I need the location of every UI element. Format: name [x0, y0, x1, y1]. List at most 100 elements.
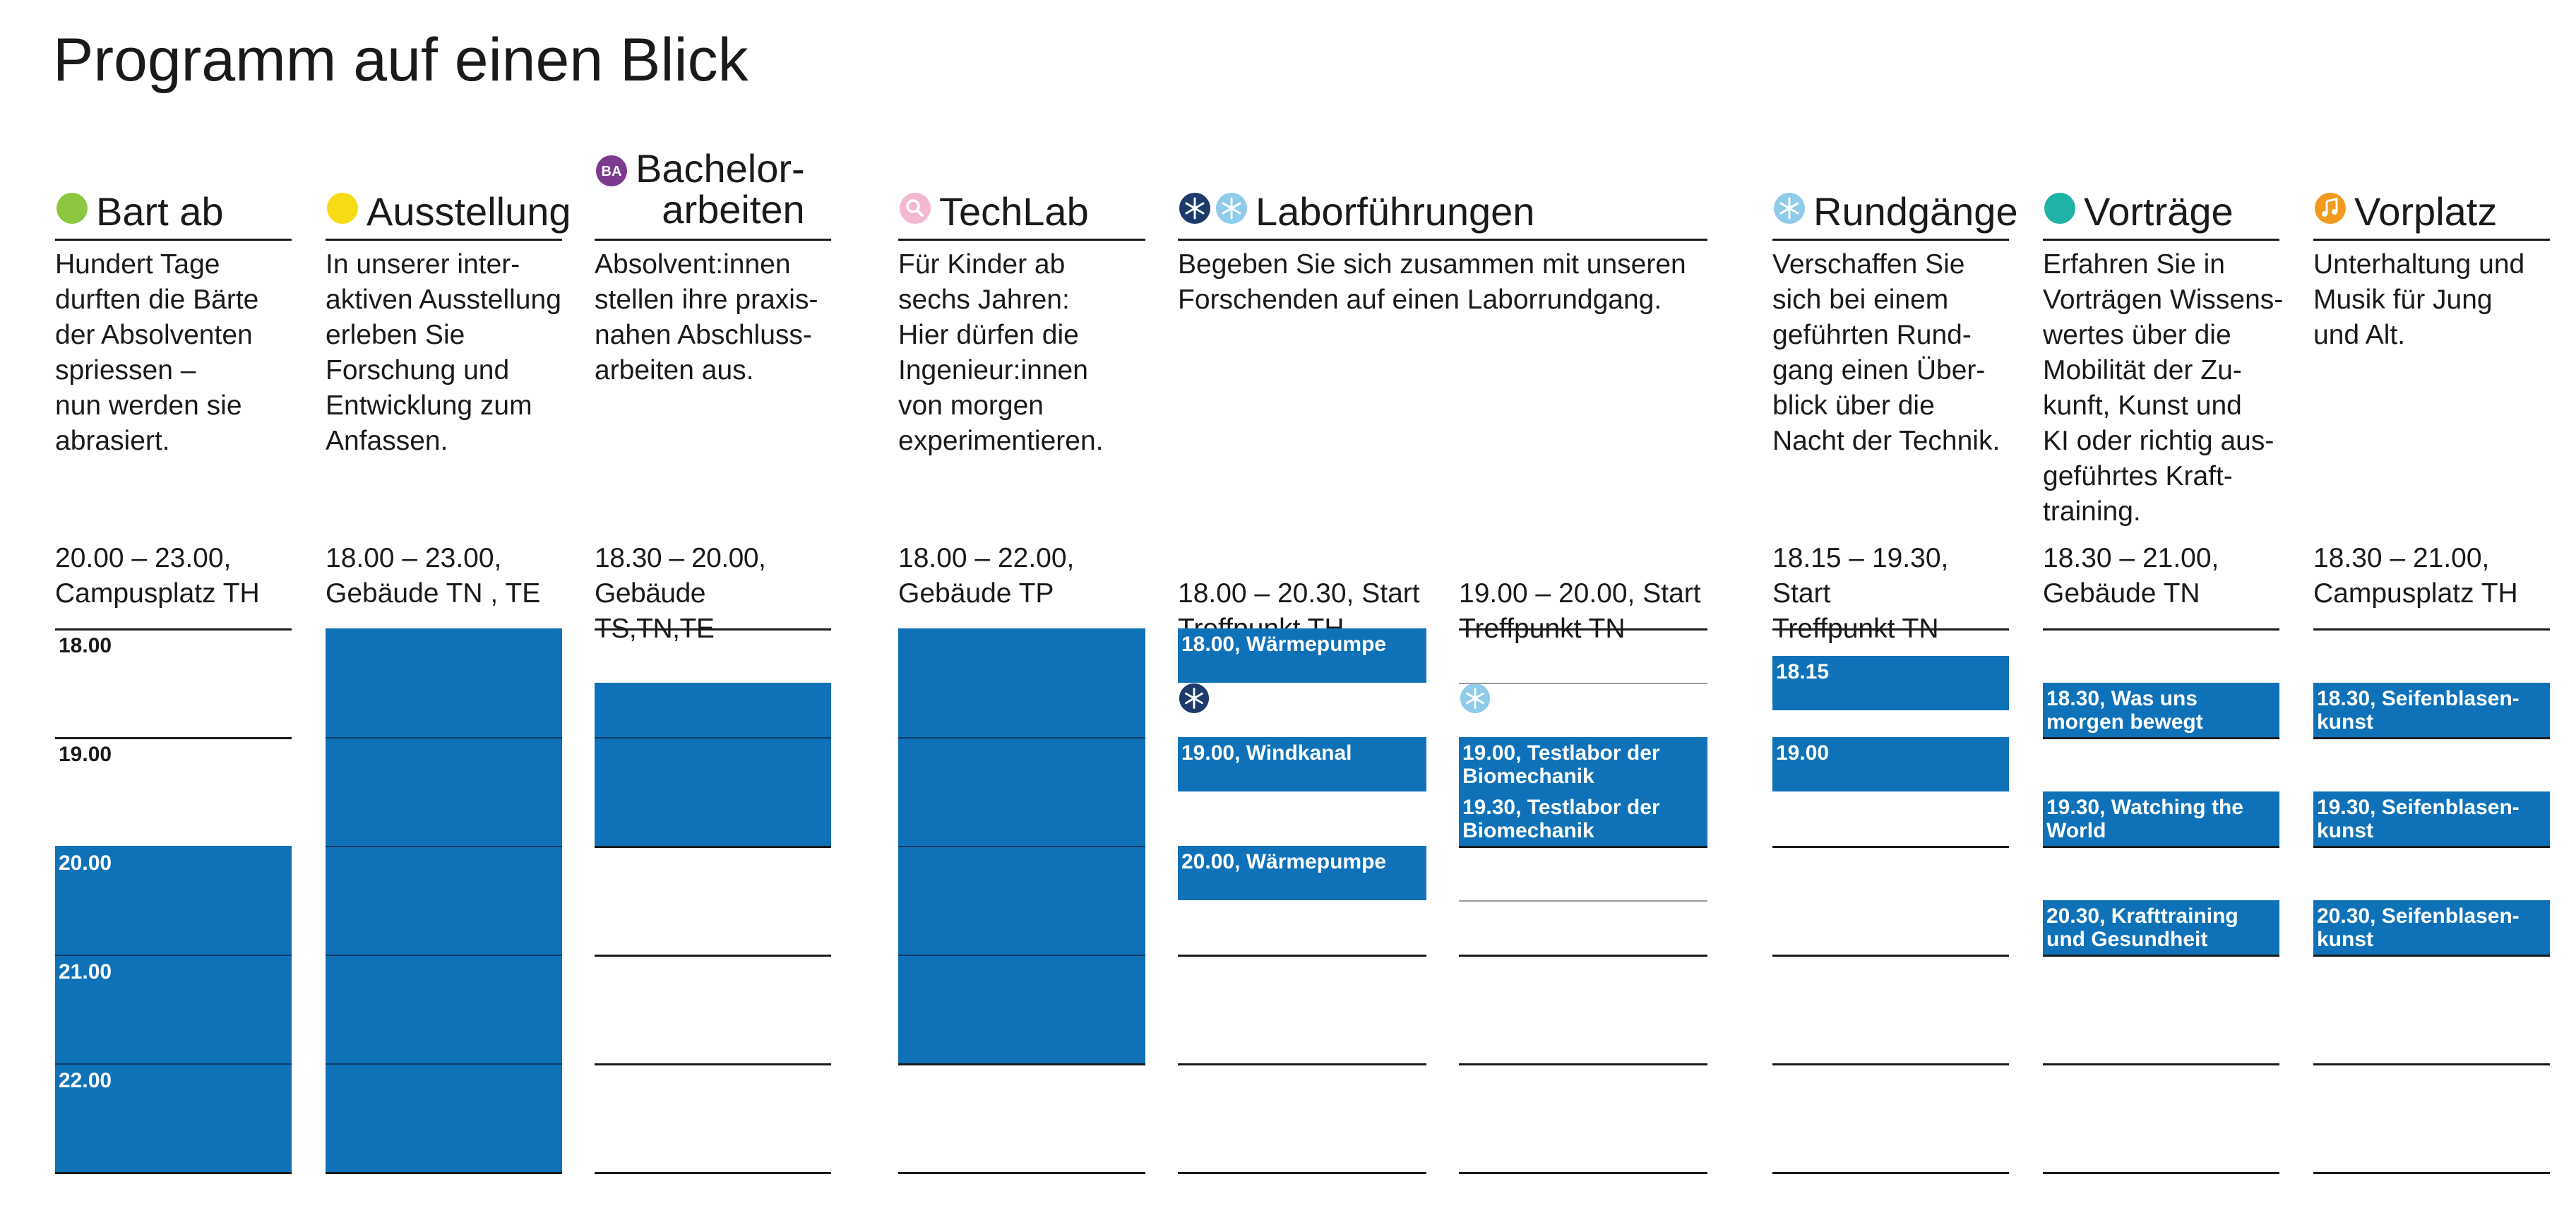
event-label: 18.30, Was uns morgen bewegt: [2046, 687, 2203, 734]
column-heading: TechLab: [898, 186, 1145, 232]
hour-gridline: [2313, 1172, 2550, 1174]
snowflake-light-icon: [1215, 191, 1248, 232]
event-block: 20.30, Seifenblasen- kunst: [2313, 900, 2550, 955]
hour-gridline: [1459, 1063, 1707, 1065]
column-heading: Bart ab: [55, 186, 292, 232]
column-time-location: 19.00 – 20.00, Start Treffpunkt TN: [1459, 541, 1701, 724]
column-time-location: 18.00 – 23.00, Gebäude TN , TE: [326, 543, 541, 609]
snowflake-dark-icon: [1178, 647, 1210, 724]
column-heading: Rundgänge: [1772, 186, 2018, 232]
column-heading: BA Bachelor- arbeiten: [595, 145, 831, 232]
block-hour-divider: [326, 846, 562, 847]
ba-badge-text: BA: [602, 164, 622, 179]
hour-gridline: [898, 1172, 1145, 1174]
event-block: 19.00, Testlabor der Biomechanik: [1459, 737, 1707, 791]
hour-label: 18.00: [59, 634, 112, 657]
hour-gridline: [1459, 955, 1707, 957]
event-block: 19.30, Watching the World: [2043, 791, 2279, 846]
music-note-icon: [2313, 191, 2347, 232]
column-heading: Laborführungen: [1178, 186, 1707, 232]
hour-label: 21.00: [59, 960, 112, 984]
hour-gridline: [1459, 1172, 1707, 1174]
hour-gridline: [1178, 955, 1426, 957]
column-description: In unserer inter- aktiven Ausstellung er…: [326, 249, 561, 456]
block-hour-divider: [898, 846, 1145, 847]
column-description: Unterhaltung und Musik für Jung und Alt.: [2313, 249, 2525, 350]
event-block: 20.00, Wärmepumpe: [1178, 846, 1426, 900]
hour-gridline: [55, 1172, 292, 1174]
event-block: 19.00: [1772, 737, 2009, 791]
hour-gridline: [2043, 846, 2279, 848]
column-vorplatz: Vorplatz Unterhaltung und Musik für Jung…: [2313, 0, 2550, 1213]
event-label: 19.30, Seifenblasen- kunst: [2317, 796, 2520, 842]
column-description: Begeben Sie sich zusammen mit unseren Fo…: [1178, 249, 1686, 315]
program-block: [55, 846, 292, 1172]
heading-text: Vorträge: [2084, 189, 2234, 234]
block-hour-divider: [595, 737, 831, 739]
event-block: 18.30, Was uns morgen bewegt: [2043, 683, 2279, 737]
heading-text: Rundgänge: [1813, 189, 2018, 234]
snowflake-light-icon: [1772, 191, 1806, 232]
snowflake-dark-icon: [1178, 191, 1212, 232]
block-hour-divider: [898, 955, 1145, 956]
hour-gridline: [1178, 1063, 1426, 1065]
block-hour-divider: [326, 1063, 562, 1065]
column-time-location: 18.30 – 20.00, Gebäude TS,TN,TE: [595, 543, 766, 644]
column-vortraege: Vorträge Erfahren Sie in Vorträgen Wisse…: [2043, 0, 2283, 1213]
hour-gridline: [2313, 737, 2550, 739]
column-description: Erfahren Sie in Vorträgen Wissens- werte…: [2043, 249, 2284, 527]
hour-label: 19.00: [59, 743, 112, 766]
column-techlab: TechLab Für Kinder ab sechs Jahren: Hier…: [898, 0, 1145, 1213]
column-description: Hundert Tage durften die Bärte der Absol…: [55, 249, 259, 456]
event-block: 19.30, Testlabor der Biomechanik: [1459, 791, 1707, 846]
hour-gridline: [2043, 737, 2279, 739]
hour-gridline: [898, 1063, 1145, 1065]
column-time-location: 18.30 – 21.00, Gebäude TN: [2043, 543, 2219, 609]
snowflake-light-icon: [1459, 647, 1491, 724]
column-time-location: 20.00 – 23.00, Campusplatz TH: [55, 543, 260, 609]
hour-gridline: [1772, 1172, 2009, 1174]
hour-gridline: [1772, 628, 2009, 631]
event-block: 20.30, Krafttraining und Gesundheit: [2043, 900, 2279, 955]
column-heading: Vorplatz: [2313, 186, 2550, 232]
hour-gridline: [2313, 628, 2550, 631]
hour-gridline: [55, 628, 292, 631]
event-label: 19.00, Windkanal: [1181, 741, 1352, 765]
block-hour-divider: [326, 737, 562, 739]
event-block: 18.15: [1772, 656, 2009, 710]
hour-gridline: [2313, 846, 2550, 848]
block-hour-divider: [55, 1063, 292, 1065]
heading-text: Bart ab: [96, 189, 224, 234]
hour-label: 22.00: [59, 1069, 112, 1092]
event-label: 18.00, Wärmepumpe: [1181, 633, 1387, 656]
sub-column-treffpunkt-tn: 19.00 – 20.00, Start Treffpunkt TN 19.00…: [1459, 0, 1707, 1213]
half-hour-gridline: [1459, 683, 1707, 684]
program-block: [326, 628, 562, 1172]
event-block: 18.00, Wärmepumpe: [1178, 628, 1426, 683]
column-time-location: 18.30 – 21.00, Campusplatz TH: [2313, 543, 2518, 609]
ba-badge-icon: BA: [595, 154, 628, 194]
block-hour-divider: [898, 737, 1145, 739]
hour-gridline: [2313, 1063, 2550, 1065]
column-description: Verschaffen Sie sich bei einem geführten…: [1772, 249, 2000, 456]
hour-gridline: [2043, 955, 2279, 957]
heading-text: Ausstellung: [366, 189, 571, 234]
column-time-location: 18.15 – 19.30, Start Treffpunkt TN: [1772, 543, 1949, 644]
hour-gridline: [1178, 1172, 1426, 1174]
hour-gridline: [1459, 846, 1707, 848]
event-label: 18.30, Seifenblasen- kunst: [2317, 687, 2520, 734]
column-bart-ab: Bart ab Hundert Tage durften die Bärte d…: [55, 0, 292, 1213]
yellow-dot-icon: [326, 191, 359, 232]
event-block: 19.00, Windkanal: [1178, 737, 1426, 791]
hour-gridline: [2043, 628, 2279, 631]
event-label: 19.00, Testlabor der Biomechanik: [1462, 741, 1660, 788]
column-laborfuehrungen: Laborführungen Begeben Sie sich zusammen…: [1178, 0, 1707, 1213]
event-block: 19.30, Seifenblasen- kunst: [2313, 791, 2550, 846]
hour-gridline: [2043, 1063, 2279, 1065]
sub-column-treffpunkt-th: 18.00 – 20.30, Start Treffpunkt TH 18.00…: [1178, 0, 1426, 1213]
green-dot-icon: [55, 191, 89, 232]
event-block: 18.30, Seifenblasen- kunst: [2313, 683, 2550, 737]
half-hour-gridline: [1459, 900, 1707, 902]
heading-text: Laborführungen: [1256, 189, 1535, 234]
heading-text: Bachelor- arbeiten: [636, 146, 805, 232]
